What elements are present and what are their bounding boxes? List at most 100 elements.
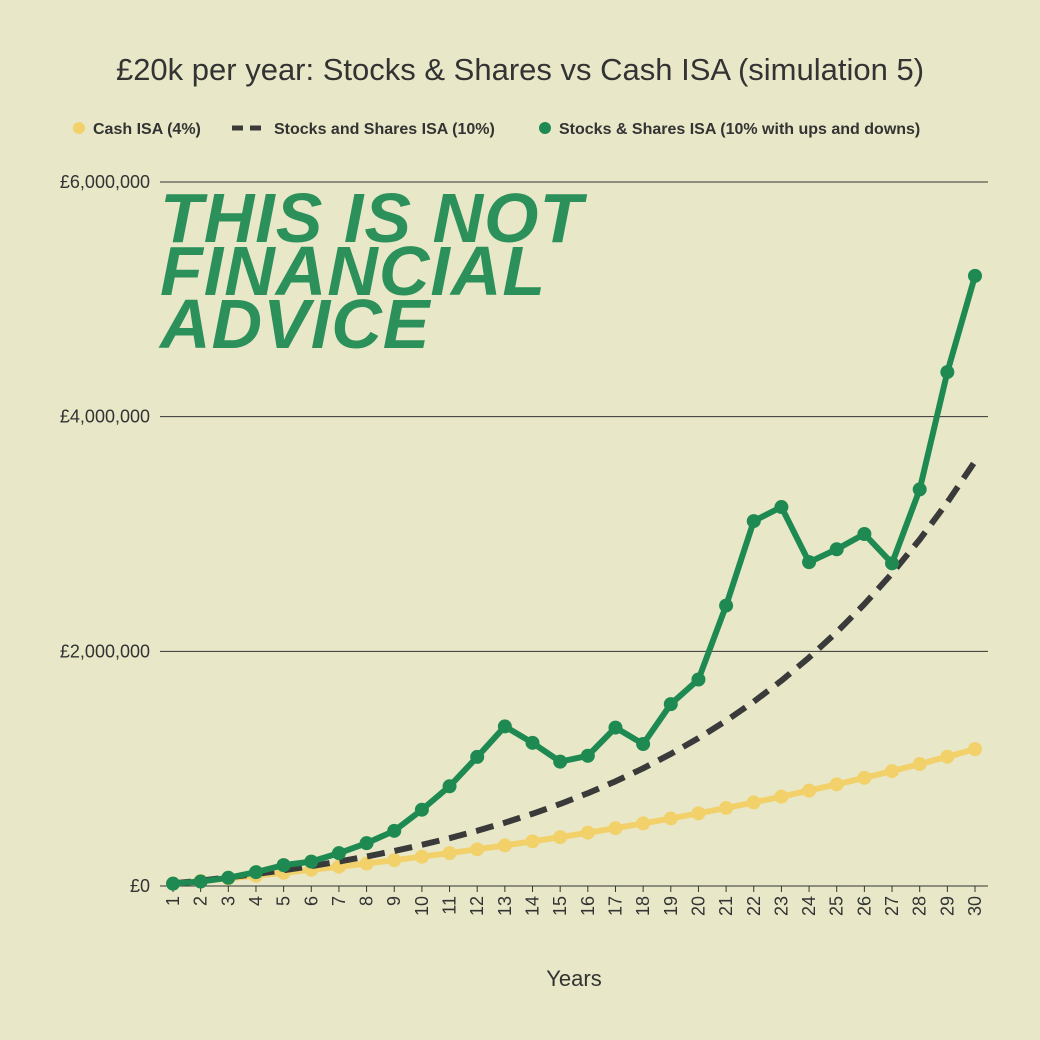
legend-label: Stocks and Shares ISA (10%)	[274, 121, 495, 138]
x-tick-label: 23	[771, 896, 791, 916]
series-group	[166, 268, 982, 891]
x-tick-label: 3	[218, 896, 238, 906]
series-3-point	[636, 737, 651, 752]
series-1-point	[387, 853, 402, 868]
y-tick-label: £0	[130, 876, 150, 896]
y-tick-label: £2,000,000	[60, 641, 150, 661]
x-axis-ticks: 1 2 3 4 5 6 7 8 9 10 11 12 13 14 15 16 17 18 19 20 21 22 23 24 2…	[163, 886, 985, 916]
series-1-point	[912, 757, 927, 772]
x-tick-label: 13	[495, 896, 515, 916]
series-1-point	[968, 742, 982, 757]
series-1-point	[470, 842, 485, 857]
series-3-point	[746, 514, 761, 529]
series-3-point	[829, 542, 844, 557]
series-1-point	[636, 816, 651, 831]
series-1-point	[414, 849, 429, 864]
x-tick-label: 10	[412, 896, 432, 916]
watermark-line-3: ADVICE	[158, 285, 432, 363]
series-3-point	[774, 500, 789, 515]
watermark-line-2: FINANCIAL	[160, 232, 546, 310]
series-3-point	[663, 697, 678, 712]
legend-dot-icon	[539, 122, 551, 134]
x-tick-label: 14	[523, 896, 543, 916]
legend-label: Stocks & Shares ISA (10% with ups and do…	[559, 121, 920, 138]
series-3-point	[248, 865, 263, 880]
series-3-point	[608, 720, 623, 735]
x-tick-label: 19	[661, 896, 681, 916]
x-tick-label: 2	[191, 896, 211, 906]
legend-label: Cash ISA (4%)	[93, 121, 201, 138]
x-tick-label: 15	[550, 896, 570, 916]
x-tick-label: 20	[688, 896, 708, 916]
series-3-point	[470, 749, 485, 764]
series-1-point	[580, 825, 595, 840]
watermark-line-1: THIS IS NOT	[160, 179, 587, 257]
series-3-point	[719, 598, 734, 613]
x-tick-label: 11	[440, 896, 460, 915]
y-tick-label: £4,000,000	[60, 407, 150, 427]
series-3-point	[193, 874, 208, 889]
x-tick-label: 8	[357, 896, 377, 906]
x-tick-label: 21	[716, 896, 736, 916]
watermark: THIS IS NOT FINANCIAL ADVICE	[158, 179, 587, 363]
legend: Cash ISA (4%) Stocks and Shares ISA (10%)…	[73, 121, 920, 138]
series-3-point	[580, 748, 595, 763]
series-3-point	[276, 858, 291, 873]
x-tick-label: 29	[937, 896, 957, 916]
series-3-point	[442, 779, 457, 794]
series-3-point	[166, 876, 180, 891]
series-1-point	[553, 830, 568, 845]
series-1-point	[497, 838, 512, 853]
y-axis-ticks: £0 £2,000,000 £4,000,000 £6,000,000	[60, 172, 150, 896]
series-1-point	[359, 856, 374, 871]
x-tick-label: 12	[467, 896, 487, 916]
x-tick-label: 28	[910, 896, 930, 916]
x-tick-label: 17	[605, 896, 625, 916]
series-3-point	[331, 846, 346, 861]
series-1-point	[940, 749, 955, 764]
x-tick-label: 18	[633, 896, 653, 916]
series-3-point	[940, 365, 955, 380]
series-1-point	[525, 834, 540, 849]
x-tick-label: 4	[246, 896, 266, 906]
series-3-point	[802, 555, 817, 570]
series-1-point	[857, 770, 872, 785]
x-tick-label: 6	[301, 896, 321, 906]
series-1-point	[746, 795, 761, 810]
x-axis-title: Years	[546, 966, 601, 991]
series-1-point	[774, 789, 789, 804]
y-tick-label: £6,000,000	[60, 172, 150, 192]
x-tick-label: 9	[384, 896, 404, 906]
x-tick-label: 30	[965, 896, 985, 916]
series-1-point	[442, 846, 457, 861]
x-tick-label: 16	[578, 896, 598, 916]
x-tick-label: 5	[274, 896, 294, 906]
series-3-point	[553, 754, 568, 769]
x-tick-label: 1	[163, 896, 183, 906]
series-line-2	[172, 459, 978, 887]
x-tick-label: 24	[799, 896, 819, 916]
series-1-point	[802, 783, 817, 798]
series-3-point	[525, 735, 540, 750]
series-1-point	[829, 777, 844, 792]
series-1-point	[608, 821, 623, 836]
x-tick-label: 26	[854, 896, 874, 916]
x-tick-label: 7	[329, 896, 349, 906]
series-3-point	[304, 854, 319, 869]
chart-title: £20k per year: Stocks & Shares vs Cash I…	[116, 52, 924, 87]
series-1-point	[885, 764, 900, 779]
series-1-point	[663, 811, 678, 826]
series-3-point	[387, 823, 402, 838]
series-3-point	[885, 556, 900, 571]
gridlines	[160, 181, 988, 887]
x-tick-label: 22	[744, 896, 764, 916]
series-1-point	[691, 806, 706, 821]
x-tick-label: 27	[882, 896, 902, 916]
series-3-point	[221, 870, 236, 885]
x-tick-label: 25	[827, 896, 847, 916]
series-3-point	[857, 527, 872, 541]
series-3-point	[691, 672, 706, 687]
series-3-point	[497, 719, 512, 734]
series-line-3	[172, 275, 978, 887]
